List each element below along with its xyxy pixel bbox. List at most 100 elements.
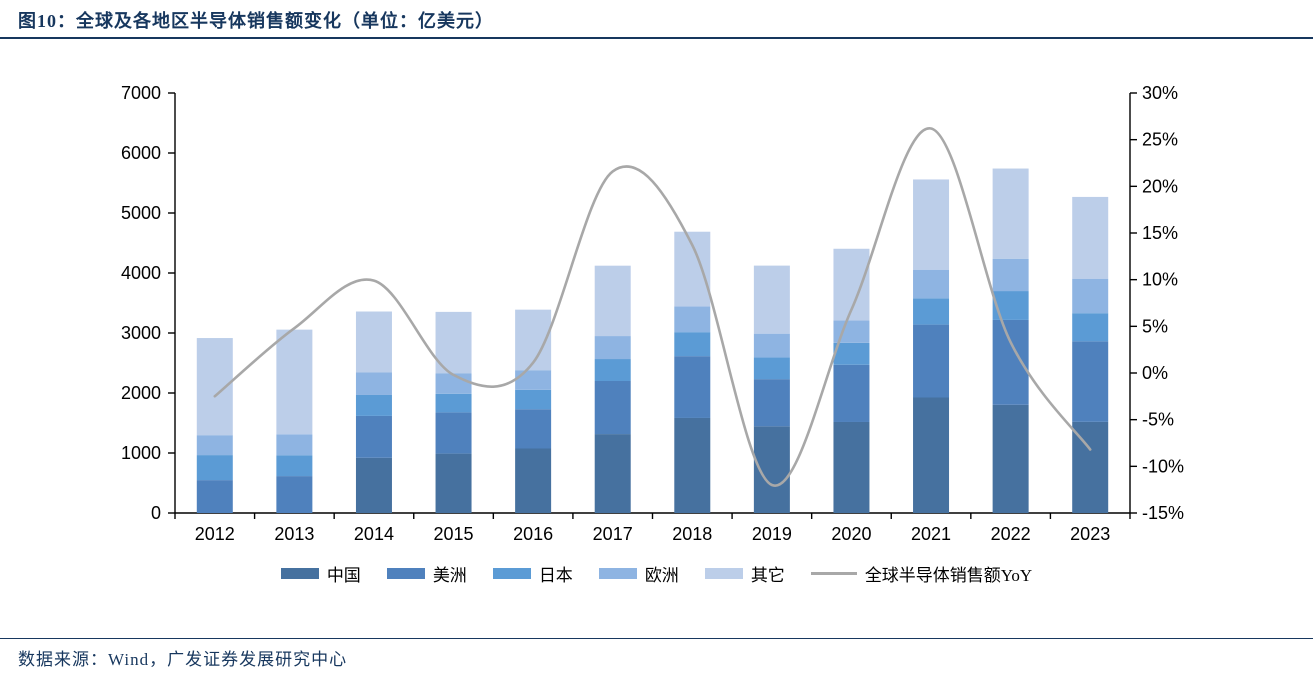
left-axis-tick-label: 1000 xyxy=(121,443,161,463)
right-axis-tick-label: 5% xyxy=(1142,316,1168,336)
bar-segment-china-2015 xyxy=(435,453,472,513)
bar-segment-china-2021 xyxy=(913,397,950,513)
bar-segment-europe-2014 xyxy=(355,372,392,395)
bar-segment-americas-2019 xyxy=(753,379,790,427)
x-axis-year-label: 2016 xyxy=(513,524,553,544)
yoy-line xyxy=(213,127,1092,487)
right-axis-tick-label: 20% xyxy=(1142,176,1178,196)
figure-title: 图10：全球及各地区半导体销售额变化（单位：亿美元） xyxy=(18,11,494,31)
bar-segment-japan-2019 xyxy=(753,357,790,380)
legend-label-europe: 欧洲 xyxy=(644,566,679,585)
legend-item-japan: 日本 xyxy=(492,561,573,586)
bar-segment-americas-2014 xyxy=(355,415,392,458)
bar-segment-americas-2018 xyxy=(674,356,711,418)
x-axis-year-label: 2013 xyxy=(274,524,314,544)
chart-legend: 中国 美洲 日本 欧洲 其它 全球半导体销售额YoY xyxy=(0,561,1313,586)
bar-segment-china-2020 xyxy=(833,421,870,513)
bar-segment-europe-2019 xyxy=(753,333,790,358)
bar-segment-americas-2017 xyxy=(594,381,631,435)
bar-segment-americas-2015 xyxy=(435,412,472,454)
x-axis-year-label: 2015 xyxy=(434,524,474,544)
legend-label-china: 中国 xyxy=(326,566,361,585)
bar-segment-japan-2023 xyxy=(1072,313,1109,342)
right-axis-tick-label: -5% xyxy=(1142,410,1174,430)
bar-segment-americas-2021 xyxy=(913,324,950,398)
bar-segment-japan-2012 xyxy=(196,455,233,481)
bar-segment-japan-2020 xyxy=(833,342,870,365)
legend-label-japan: 日本 xyxy=(538,566,573,585)
x-axis-year-label: 2012 xyxy=(195,524,235,544)
legend-item-other: 其它 xyxy=(704,561,785,586)
left-axis-tick-label: 5000 xyxy=(121,203,161,223)
legend-swatch-other xyxy=(704,568,743,579)
legend-label-americas: 美洲 xyxy=(432,566,467,585)
data-source-note: 数据来源：Wind，广发证券发展研究中心 xyxy=(18,650,348,669)
bar-segment-japan-2014 xyxy=(355,394,392,416)
left-axis-tick-label: 2000 xyxy=(121,383,161,403)
x-axis-year-label: 2014 xyxy=(354,524,394,544)
bar-segment-other-2019 xyxy=(753,265,790,334)
legend-line-swatch xyxy=(810,572,857,575)
right-axis-tick-label: 30% xyxy=(1142,83,1178,103)
legend-item-global-yoy: 全球半导体销售额YoY xyxy=(810,561,1033,586)
bar-segment-americas-2020 xyxy=(833,364,870,422)
bar-segment-americas-2023 xyxy=(1072,341,1109,422)
left-axis-tick-label: 6000 xyxy=(121,143,161,163)
bar-segment-americas-2012 xyxy=(196,480,233,513)
bar-segment-japan-2016 xyxy=(515,389,552,410)
bar-segment-japan-2017 xyxy=(594,359,631,381)
legend-label-global-yoy: 全球半导体销售额YoY xyxy=(864,566,1033,585)
legend-swatch-china xyxy=(280,568,319,579)
legend-swatch-europe xyxy=(598,568,637,579)
right-axis-tick-label: 15% xyxy=(1142,223,1178,243)
legend-item-americas: 美洲 xyxy=(386,561,467,586)
bar-segment-other-2013 xyxy=(276,329,313,435)
bar-segment-europe-2016 xyxy=(515,370,552,390)
bar-segment-europe-2020 xyxy=(833,320,870,343)
bar-segment-europe-2013 xyxy=(276,434,313,456)
bar-segment-china-2016 xyxy=(515,448,552,513)
bar-segment-other-2022 xyxy=(992,168,1029,259)
left-axis-tick-label: 0 xyxy=(151,503,161,523)
bar-segment-china-2018 xyxy=(674,417,711,513)
x-axis-year-label: 2020 xyxy=(831,524,871,544)
bar-segment-japan-2018 xyxy=(674,332,711,357)
bar-segment-china-2017 xyxy=(594,434,631,513)
legend-swatch-americas xyxy=(386,568,425,579)
legend-item-china: 中国 xyxy=(280,561,361,586)
bar-segment-europe-2023 xyxy=(1072,278,1109,314)
right-axis-tick-label: -10% xyxy=(1142,456,1184,476)
title-divider-line xyxy=(0,37,1313,39)
x-axis-year-label: 2023 xyxy=(1070,524,1110,544)
footer-divider-line xyxy=(0,638,1313,639)
right-axis-tick-label: 0% xyxy=(1142,363,1168,383)
bar-segment-europe-2012 xyxy=(196,435,233,456)
x-axis-year-label: 2018 xyxy=(672,524,712,544)
bar-segment-americas-2016 xyxy=(515,409,552,449)
x-axis-year-label: 2019 xyxy=(752,524,792,544)
left-axis-tick-label: 7000 xyxy=(121,83,161,103)
right-axis-tick-label: 25% xyxy=(1142,130,1178,150)
bar-segment-japan-2021 xyxy=(913,298,950,325)
bar-segment-japan-2015 xyxy=(435,393,472,413)
bar-segment-china-2022 xyxy=(992,404,1029,513)
bar-segment-other-2015 xyxy=(435,311,472,374)
bar-segment-europe-2021 xyxy=(913,269,950,299)
bar-segment-other-2014 xyxy=(355,311,392,373)
right-axis-tick-label: 10% xyxy=(1142,270,1178,290)
bar-segment-japan-2022 xyxy=(992,291,1029,320)
legend-label-other: 其它 xyxy=(750,566,785,585)
legend-item-europe: 欧洲 xyxy=(598,561,679,586)
legend-swatch-japan xyxy=(492,568,531,579)
bar-segment-europe-2017 xyxy=(594,336,631,360)
x-axis-year-label: 2021 xyxy=(911,524,951,544)
bar-segment-americas-2013 xyxy=(276,476,313,513)
bar-segment-americas-2022 xyxy=(992,319,1029,405)
bar-segment-other-2021 xyxy=(913,179,950,270)
bar-segment-china-2014 xyxy=(355,457,392,513)
bar-segment-japan-2013 xyxy=(276,455,313,477)
right-axis-tick-label: -15% xyxy=(1142,503,1184,523)
